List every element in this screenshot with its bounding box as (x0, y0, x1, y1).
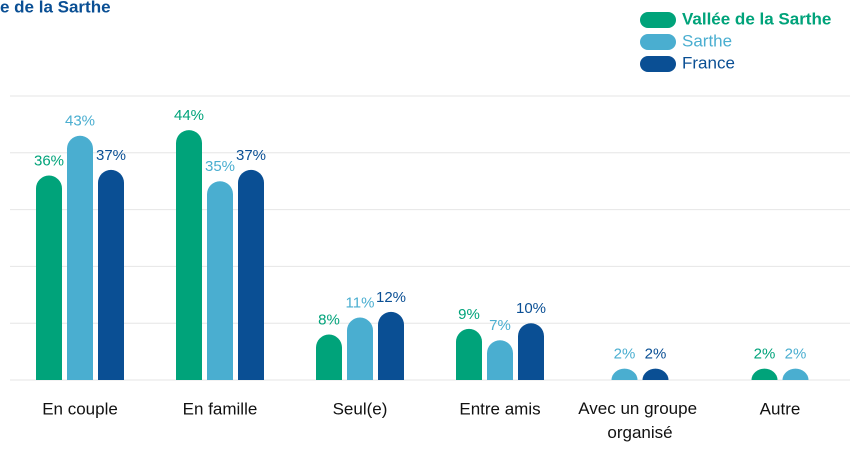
chart-title: e de la Sarthe (0, 0, 111, 16)
bar (98, 169, 124, 380)
x-tick-label: En couple (42, 399, 118, 418)
data-label: 2% (754, 346, 776, 363)
bar (518, 323, 545, 380)
x-tick-label: Avec un groupe organisé (578, 399, 702, 442)
legend-label: Vallée de la Sarthe (682, 9, 831, 28)
legend-label: France (682, 53, 735, 72)
bar (456, 328, 482, 380)
data-label: 8% (318, 312, 340, 329)
data-label: 9% (458, 306, 480, 323)
x-tick-label: Seul(e) (333, 399, 388, 418)
data-label: 44% (174, 107, 204, 124)
data-label: 36% (34, 152, 64, 169)
bar (751, 368, 778, 380)
bar (347, 317, 373, 380)
data-label: 2% (785, 346, 807, 363)
data-label: 2% (645, 346, 667, 363)
data-label: 37% (96, 147, 126, 164)
x-tick-label: Autre (760, 399, 801, 418)
data-label: 35% (205, 158, 235, 175)
data-label: 11% (346, 294, 375, 311)
legend-marker (640, 34, 676, 50)
data-label: 10% (516, 300, 546, 317)
legend-marker (640, 12, 676, 28)
data-label: 43% (65, 113, 95, 130)
data-label: 7% (489, 317, 511, 334)
legend-label: Sarthe (682, 31, 732, 50)
bar (36, 175, 62, 380)
bar (642, 368, 669, 380)
bar (67, 135, 93, 380)
data-label: 2% (614, 346, 636, 363)
data-label: 37% (236, 147, 266, 164)
x-tick-label: Entre amis (459, 399, 540, 418)
bar (611, 368, 638, 380)
bar (378, 311, 404, 380)
bar (238, 169, 264, 380)
bar (176, 130, 202, 380)
bar (316, 334, 342, 380)
data-label: 12% (376, 289, 406, 306)
bar (487, 340, 513, 380)
x-tick-label: En famille (183, 399, 258, 418)
bar (207, 181, 233, 380)
bar (782, 368, 809, 380)
legend-marker (640, 56, 676, 72)
